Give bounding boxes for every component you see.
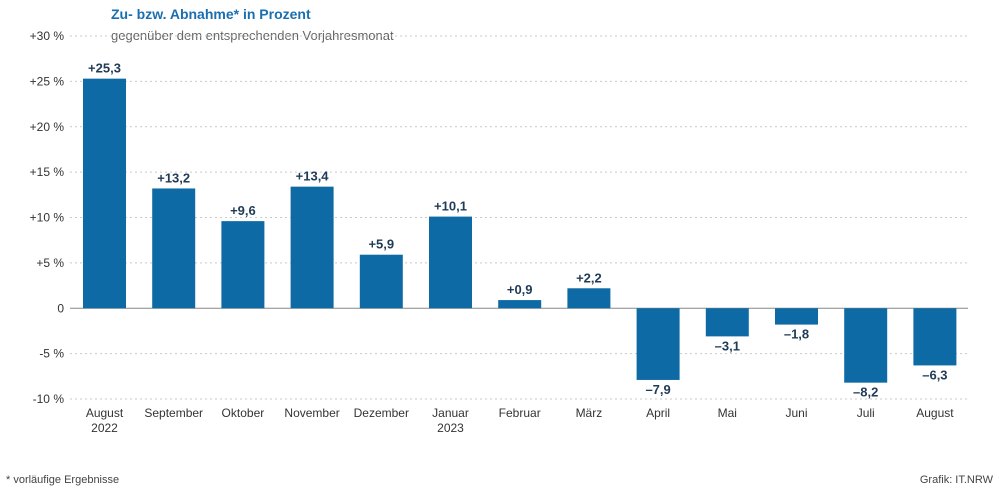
x-tick-label: August xyxy=(916,406,954,420)
bar xyxy=(775,308,818,325)
data-label: +25,3 xyxy=(88,61,121,76)
chart-title: Zu- bzw. Abnahme* in Prozent xyxy=(111,6,311,22)
x-tick-label: Dezember xyxy=(354,406,409,420)
data-labels: +25,3 +13,2 +9,6 +13,4 +5,9 +10,1 +0,9 +2,2 –7,9… xyxy=(88,61,948,400)
bar xyxy=(913,308,957,366)
bar xyxy=(705,308,749,337)
x-tick-label: Oktober xyxy=(222,406,265,420)
y-tick-label: +10 % xyxy=(30,211,65,225)
x-tick-label: Juni xyxy=(785,406,807,420)
x-tick-label: April xyxy=(646,406,670,420)
data-label: +13,4 xyxy=(296,169,330,184)
y-tick-label: +30 % xyxy=(30,29,65,43)
bar xyxy=(152,188,196,309)
source-credit: Grafik: IT.NRW xyxy=(920,474,994,486)
gridlines xyxy=(70,35,968,400)
data-label: –8,2 xyxy=(853,385,878,400)
x-axis-ticks: August 2022 September Oktober November Dezemb… xyxy=(86,406,954,435)
y-tick-label: +5 % xyxy=(36,256,64,270)
y-tick-label: -10 % xyxy=(33,392,65,406)
x-tick-label: Februar xyxy=(499,406,541,420)
footnote: * vorläufige Ergebnisse xyxy=(6,474,119,486)
data-label: +0,9 xyxy=(507,282,533,297)
y-axis-ticks: +30 % +25 % +20 % +15 % +10 % +5 % 0 -5 % -10 % xyxy=(30,29,65,406)
data-label: +10,1 xyxy=(434,199,467,214)
data-label: +9,6 xyxy=(230,203,256,218)
y-tick-label: 0 xyxy=(57,301,64,315)
bar xyxy=(567,288,611,309)
bar xyxy=(429,216,472,309)
bar xyxy=(83,78,126,309)
x-tick-label: August 2022 xyxy=(86,406,124,435)
x-tick-label: Januar 2023 xyxy=(432,406,469,435)
x-tick-label: November xyxy=(284,406,339,420)
x-tick-label: Juli xyxy=(857,406,875,420)
data-label: –7,9 xyxy=(645,382,670,397)
data-label: –1,8 xyxy=(784,327,809,342)
bar xyxy=(290,186,334,309)
x-tick-label: März xyxy=(576,406,603,420)
data-label: –3,1 xyxy=(715,338,740,353)
bar xyxy=(498,300,542,309)
bar xyxy=(221,221,265,309)
data-label: +2,2 xyxy=(576,270,602,285)
data-label: +5,9 xyxy=(368,237,394,252)
x-tick-label: September xyxy=(144,406,203,420)
chart-subtitle: gegenüber dem entsprechenden Vorjahresmo… xyxy=(111,28,394,43)
data-label: –6,3 xyxy=(922,367,947,382)
bars xyxy=(83,78,957,383)
data-label: +13,2 xyxy=(157,170,190,185)
bar xyxy=(359,254,403,309)
y-tick-label: +25 % xyxy=(30,74,65,88)
y-tick-label: -5 % xyxy=(39,347,64,361)
y-tick-label: +15 % xyxy=(30,165,65,179)
bar xyxy=(844,308,888,383)
bar xyxy=(636,308,680,380)
y-tick-label: +20 % xyxy=(30,120,65,134)
x-tick-label: Mai xyxy=(718,406,737,420)
